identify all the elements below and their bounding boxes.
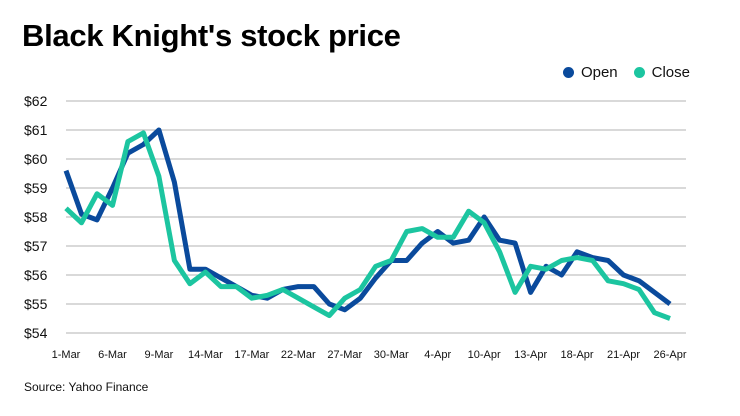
series-line-open [63,127,672,313]
x-tick-label: 27-Mar [327,349,362,361]
y-tick-label: $55 [24,296,48,312]
legend-open-label: Open [580,64,618,81]
series-line-close [64,130,671,321]
y-tick-label: $57 [24,238,48,254]
legend-item-close: Close [633,64,690,81]
source-note: Source: Yahoo Finance [24,380,149,394]
x-tick-label: 22-Mar [281,349,316,361]
y-tick-label: $59 [24,180,48,196]
x-tick-label: 10-Apr [468,349,501,361]
chart-legend: Open Close [547,64,690,81]
y-tick-label: $54 [24,325,48,341]
y-tick-label: $58 [24,209,48,225]
legend-close-marker [633,67,645,78]
x-tick-label: 4-Apr [424,349,451,361]
x-tick-label: 9-Mar [145,349,174,361]
legend-open-marker [562,67,574,78]
legend-item-open: Open [562,64,618,81]
x-tick-label: 30-Mar [374,349,409,361]
x-tick-label: 14-Mar [188,349,223,361]
x-tick-label: 26-Apr [653,349,686,361]
y-tick-label: $56 [24,267,48,283]
legend-close-label: Close [651,64,690,81]
x-tick-label: 6-Mar [98,349,127,361]
x-tick-label: 1-Mar [52,349,81,361]
x-tick-label: 18-Apr [561,349,594,361]
x-tick-label: 13-Apr [514,349,547,361]
y-tick-label: $62 [24,93,48,109]
y-tick-label: $61 [24,122,48,138]
chart-title: Black Knight's stock price [22,18,401,53]
x-tick-label: 17-Mar [234,349,269,361]
x-tick-label: 21-Apr [607,349,640,361]
y-tick-label: $60 [24,151,48,167]
